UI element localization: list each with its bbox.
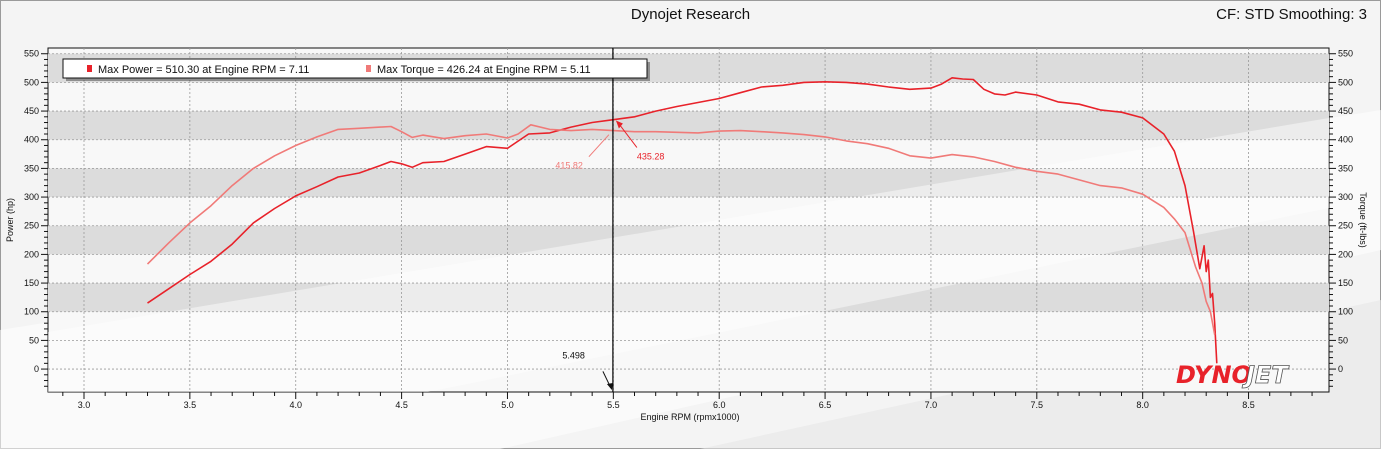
y-left-tick-label: 400 (24, 135, 39, 145)
y-right-tick-label: 150 (1338, 278, 1353, 288)
torque-value-pointer (588, 134, 610, 157)
plot-area (47, 47, 1330, 393)
logo-jet-text: JET (1242, 361, 1289, 389)
x-tick-label: 6.5 (819, 400, 832, 410)
grid-band (48, 283, 1329, 312)
y-left-tick-label: 550 (24, 49, 39, 59)
dynojet-logo: DYNO JET (1176, 361, 1290, 390)
x-tick-label: 5.0 (501, 400, 514, 410)
diagonal-highlight (48, 118, 1329, 392)
diagonal-shade (48, 118, 1329, 392)
y-right-tick-label: 200 (1338, 249, 1353, 259)
y-right-tick-label: 0 (1338, 364, 1343, 374)
y-left-tick-label: 450 (24, 106, 39, 116)
y-left-tick-label: 350 (24, 163, 39, 173)
grid-band (48, 225, 1329, 255)
y-right-tick-label: 300 (1338, 192, 1353, 202)
logo-dyno-text: DYNO (1176, 361, 1252, 389)
x-tick-label: 7.5 (1031, 400, 1044, 410)
x-tick-label: 3.5 (184, 400, 197, 410)
y-left-tick-label: 200 (24, 249, 39, 259)
legend-power-swatch (87, 65, 92, 72)
x-tick-label: 3.0 (78, 400, 91, 410)
y-right-tick-label: 400 (1338, 135, 1353, 145)
y-right-tick-label: 500 (1338, 77, 1353, 87)
y-left-tick-label: 250 (24, 221, 39, 231)
cursor-rpm-label: 5.498 (562, 350, 585, 360)
y-left-tick-label: 300 (24, 192, 39, 202)
x-tick-label: 7.0 (925, 400, 938, 410)
rpm-cursor[interactable]: 5.498 435.28 415.82 (555, 48, 664, 392)
x-tick-label: 8.5 (1242, 400, 1255, 410)
grid-bands (48, 53, 1329, 312)
y-right-axis-label: Torque (ft-lbs) (1358, 192, 1368, 248)
power-line (147, 77, 1218, 364)
legend-torque-swatch (366, 65, 371, 72)
y-right-tick-label: 100 (1338, 307, 1353, 317)
y-right-tick-label: 450 (1338, 106, 1353, 116)
y-left-tick-label: 150 (24, 278, 39, 288)
x-tick-label: 4.5 (395, 400, 408, 410)
x-tick-label: 5.5 (607, 400, 620, 410)
y-left-tick-label: 100 (24, 307, 39, 317)
y-left-axis-ticks: 0 50 100 150 200 250 300 350 400 450 500 550 (24, 49, 48, 387)
y-left-tick-label: 0 (34, 364, 39, 374)
x-axis-label: Engine RPM (rpmx1000) (640, 412, 739, 422)
power-value-arrowhead (615, 120, 623, 129)
torque-value-label: 415.82 (555, 161, 583, 171)
grid-band (48, 168, 1329, 198)
x-tick-label: 4.0 (289, 400, 302, 410)
y-right-tick-label: 550 (1338, 49, 1353, 59)
y-right-tick-label: 50 (1338, 335, 1348, 345)
x-tick-label: 6.0 (713, 400, 726, 410)
grid-band (48, 111, 1329, 140)
y-right-tick-label: 250 (1338, 221, 1353, 231)
legend-power-entry: Max Power = 510.30 at Engine RPM = 7.11 (98, 64, 309, 76)
series-lines (146, 77, 1218, 364)
y-left-tick-label: 50 (29, 335, 39, 345)
settings-readout: CF: STD Smoothing: 3 (1216, 6, 1367, 23)
y-left-axis-label: Power (hp) (5, 198, 15, 242)
chart-title: Dynojet Research (630, 6, 751, 23)
y-right-tick-label: 350 (1338, 163, 1353, 173)
legend-torque-entry: Max Torque = 426.24 at Engine RPM = 5.11 (377, 64, 591, 76)
y-right-axis-ticks: 0 50 100 150 200 250 300 350 400 450 500 550 (1329, 49, 1353, 387)
y-left-tick-label: 500 (24, 77, 39, 87)
x-axis-ticks: 3.0 3.5 4.0 4.5 5.0 5.5 6.0 6.5 7.0 7.5 8.0 8.5 (62, 392, 1313, 410)
torque-line (146, 124, 1216, 335)
cursor-rpm-arrowhead (606, 383, 613, 390)
x-tick-label: 8.0 (1136, 400, 1149, 410)
legend: Max Power = 510.30 at Engine RPM = 7.11 … (62, 58, 650, 81)
power-value-label: 435.28 (637, 152, 665, 162)
power-value-pointer (617, 122, 638, 148)
